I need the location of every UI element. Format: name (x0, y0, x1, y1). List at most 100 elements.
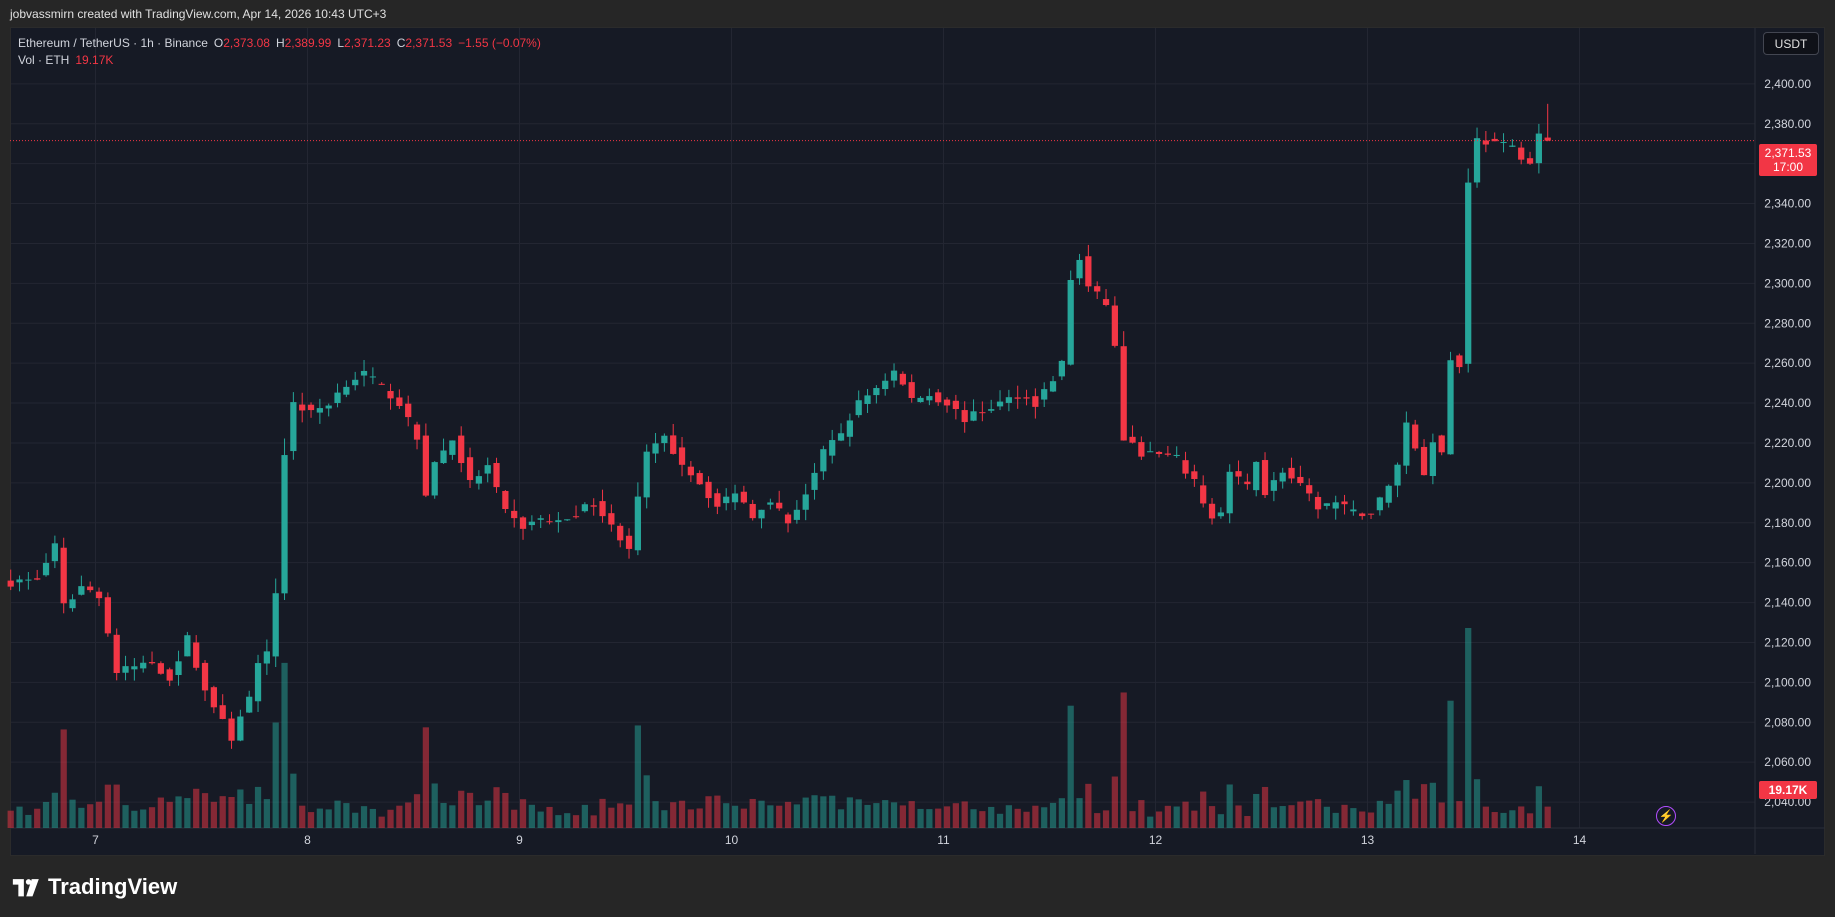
volume-bar (740, 808, 747, 828)
volume-bar (890, 802, 898, 828)
candle-body (87, 586, 94, 591)
symbol-title[interactable]: Ethereum / TetherUS · 1h · Binance (18, 35, 208, 50)
candle-body (952, 400, 959, 410)
candle-body (617, 525, 624, 541)
volume-bar (1518, 806, 1525, 828)
candle-body (643, 451, 650, 498)
volume-bar (1041, 807, 1048, 828)
volume-bar (1491, 812, 1498, 828)
volume-bar (1014, 808, 1021, 828)
tradingview-brand[interactable]: TradingView (12, 874, 177, 900)
volume-bar (1314, 799, 1322, 828)
candle-body (1067, 279, 1074, 365)
volume-bar (546, 806, 553, 828)
candle-body (723, 496, 730, 504)
candle-body (475, 476, 482, 484)
candle-body (42, 562, 50, 576)
volume-bar (396, 805, 403, 828)
candle-body (387, 391, 394, 399)
price-tick-label: 2,100.00 (1764, 675, 1811, 689)
volume-bar (1226, 784, 1233, 828)
volume-bar (581, 804, 588, 828)
volume-bar (1058, 798, 1065, 828)
volume-bar (952, 803, 959, 828)
volume-label[interactable]: Vol · ETH (18, 52, 70, 67)
volume-bar (449, 805, 456, 828)
candle-body (140, 662, 147, 669)
chart-panel[interactable] (10, 27, 1825, 856)
candle-body (625, 535, 633, 549)
brand-name: TradingView (48, 874, 178, 899)
candle-body (104, 597, 111, 634)
candle-body (34, 578, 41, 580)
volume-bar (511, 809, 518, 828)
volume-bar (961, 801, 968, 828)
candle-body (1314, 496, 1322, 510)
volume-bar (1482, 806, 1489, 828)
volume-row: Vol · ETH 19.17K (18, 51, 541, 68)
currency-button[interactable]: USDT (1763, 32, 1819, 55)
volume-bar (210, 801, 217, 828)
volume-bar (475, 805, 482, 828)
candle-body (431, 462, 438, 496)
volume-bar (1182, 801, 1189, 828)
candle-body (1482, 140, 1489, 145)
volume-bar (201, 793, 209, 828)
candle-body (1014, 397, 1021, 399)
candle-body (873, 388, 880, 396)
volume-bar (988, 806, 995, 828)
volume-bar (1085, 783, 1092, 828)
time-axis: 7 8 9 10 11 12 13 14 (92, 833, 1586, 847)
time-tick-label: 14 (1573, 833, 1587, 847)
candle-body (51, 543, 58, 562)
volume-bar (714, 795, 721, 828)
volume-bar (1473, 779, 1481, 828)
volume-bar (237, 789, 244, 828)
lightning-icon[interactable]: ⚡ (1656, 806, 1676, 826)
candle-body (1041, 389, 1048, 400)
candle-body (1403, 422, 1410, 466)
price-tick-label: 2,200.00 (1764, 476, 1811, 490)
volume-bar (343, 803, 350, 828)
candle-body (458, 435, 465, 464)
price-tick-label: 2,280.00 (1764, 316, 1811, 330)
candle-body (502, 490, 509, 509)
candle-body (1111, 305, 1118, 346)
volume-bar (78, 807, 85, 828)
candle-body (776, 502, 783, 509)
candle-body (378, 383, 385, 385)
candle-body (1359, 513, 1366, 517)
candle-body (1164, 453, 1171, 455)
volume-bar (572, 815, 580, 828)
candle-body (1518, 147, 1525, 160)
volume-bar (678, 800, 686, 828)
candle-body (201, 662, 209, 691)
volume-bar (696, 808, 703, 828)
candle-body (758, 509, 765, 519)
candle-body (740, 491, 747, 503)
volume-bar (1447, 700, 1454, 828)
candle-body (210, 687, 217, 708)
volume-bar (25, 814, 32, 828)
volume-bar (1147, 816, 1154, 828)
candle-body (299, 404, 306, 411)
candle-body (1261, 460, 1269, 496)
volume-bar (34, 808, 41, 828)
volume-bar (537, 811, 544, 828)
volume-bar (1270, 807, 1277, 828)
volume-bar (60, 729, 67, 828)
price-tick-label: 2,220.00 (1764, 436, 1811, 450)
candle-body (131, 666, 138, 670)
volume-bar (793, 804, 800, 828)
volume-bar (157, 797, 164, 828)
candle-body (1420, 446, 1428, 476)
volume-value: 19.17K (75, 52, 114, 67)
volume-bar (16, 806, 23, 828)
volume-bar (1403, 780, 1410, 828)
candle-body (528, 521, 535, 526)
volume-bar (837, 809, 845, 828)
volume-bar (979, 811, 986, 828)
candle-body (749, 503, 756, 519)
volume-bar (113, 784, 120, 828)
